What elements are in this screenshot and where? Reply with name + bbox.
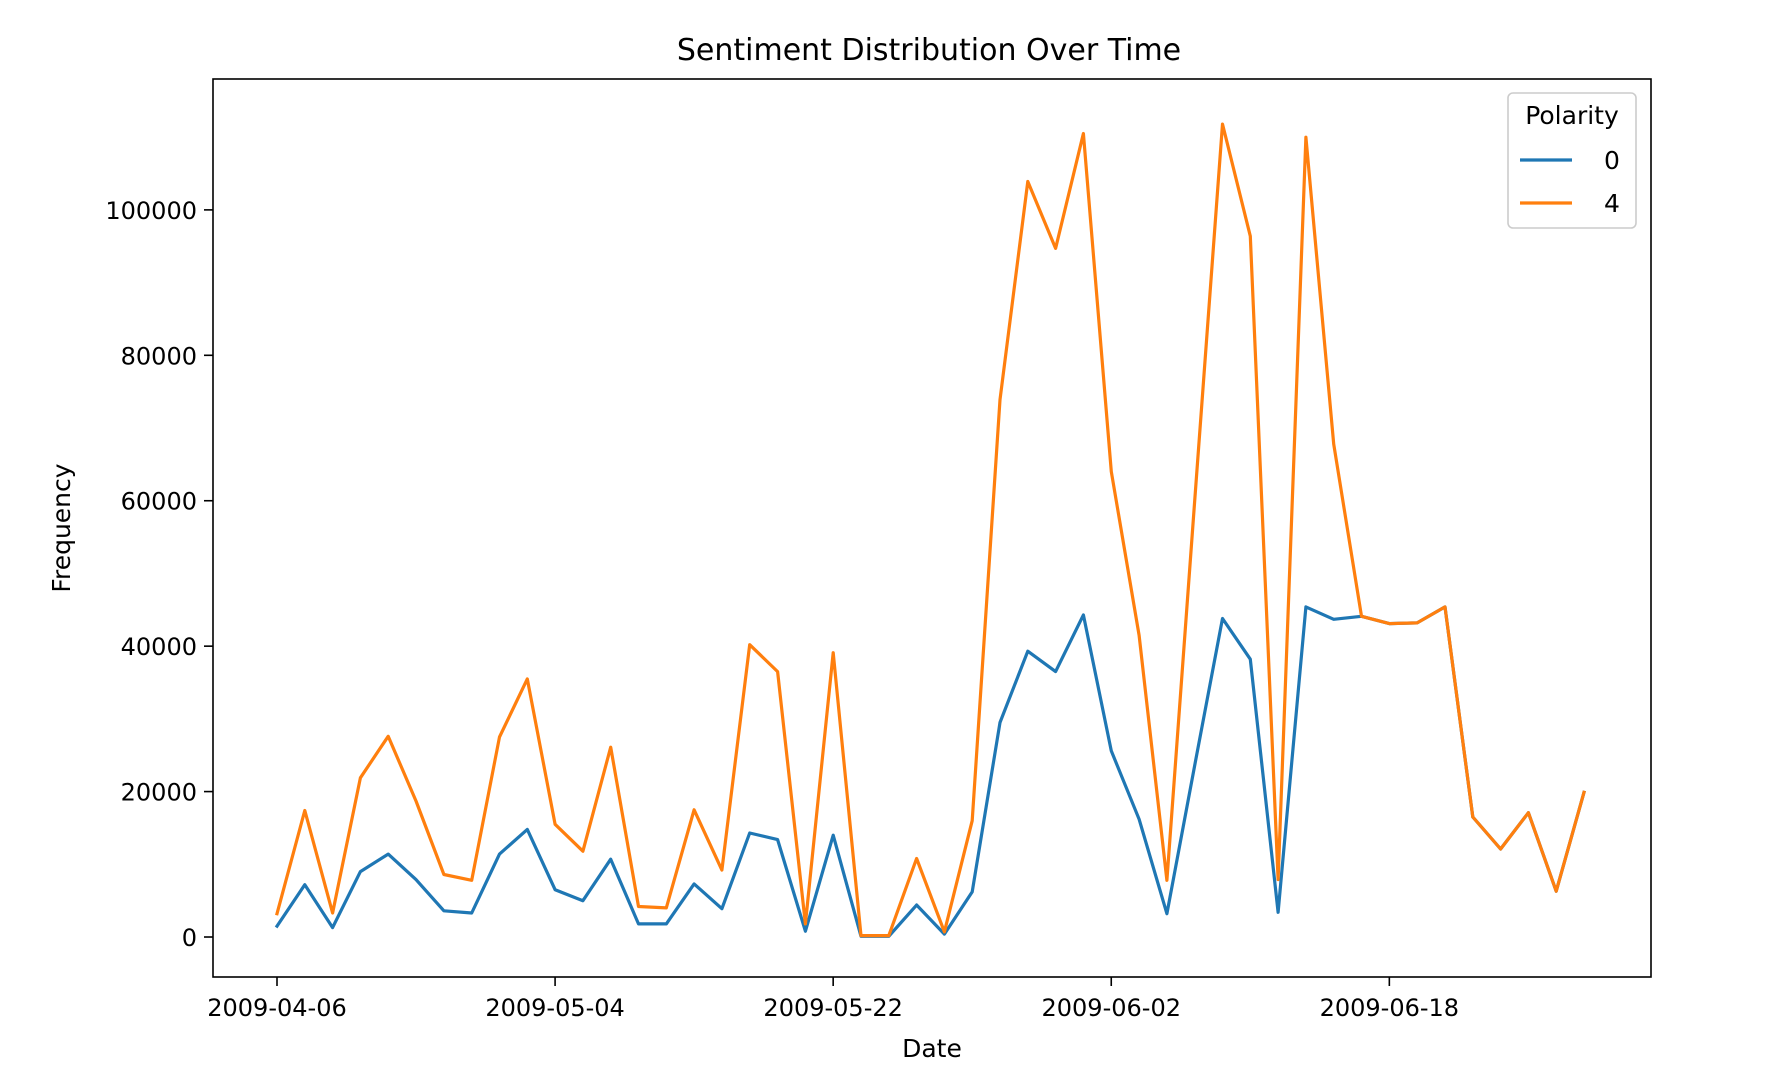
legend-label-4: 4 (1604, 189, 1620, 218)
x-axis-label: Date (902, 1034, 962, 1063)
y-tick-label-3: 60000 (121, 488, 197, 516)
series-line-4 (275, 122, 1586, 938)
x-tick-label-1: 2009-05-04 (485, 994, 624, 1022)
y-tick-label-4: 80000 (121, 342, 197, 370)
y-tick-label-1: 20000 (121, 779, 197, 807)
y-axis-ticks: 0 20000 40000 60000 80000 100000 (105, 197, 213, 952)
legend: Polarity 04 (1507, 92, 1637, 229)
x-tick-label-2: 2009-05-22 (763, 994, 902, 1022)
legend-label-0: 0 (1604, 146, 1620, 175)
plot-area-frame (212, 78, 1652, 978)
series-layer (274, 122, 1586, 938)
x-axis-ticks: 2009-04-06 2009-05-04 2009-05-22 2009-06-02… (207, 977, 1459, 1022)
legend-entries: 04 (1520, 146, 1620, 218)
x-tick-label-3: 2009-06-02 (1042, 994, 1181, 1022)
y-axis-label: Frequency (47, 463, 76, 592)
x-tick-label-4: 2009-06-18 (1320, 994, 1459, 1022)
y-tick-label-5: 100000 (105, 197, 197, 225)
x-tick-label-0: 2009-04-06 (207, 994, 346, 1022)
legend-title: Polarity (1525, 101, 1619, 130)
y-tick-label-2: 40000 (121, 633, 197, 661)
chart-title: Sentiment Distribution Over Time (677, 33, 1181, 68)
y-tick-label-0: 0 (182, 924, 197, 952)
